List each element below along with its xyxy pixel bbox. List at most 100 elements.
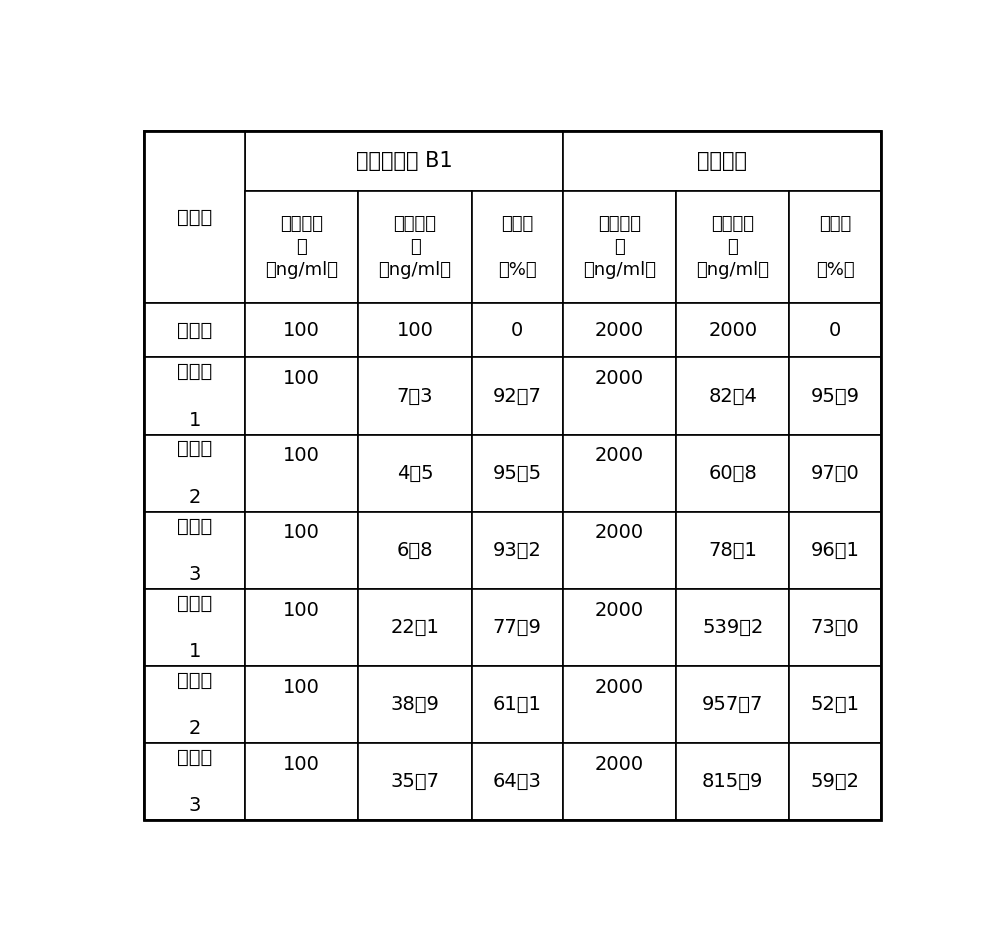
Bar — [676, 434, 789, 512]
Text: 对比例

3: 对比例 3 — [177, 748, 212, 816]
Text: 64．3: 64．3 — [493, 772, 542, 791]
Bar — [144, 303, 245, 357]
Text: 61．1: 61．1 — [493, 695, 542, 714]
Bar — [144, 666, 245, 743]
Bar — [472, 434, 563, 512]
Bar — [676, 190, 789, 303]
Text: 实施例

2: 实施例 2 — [177, 439, 212, 507]
Bar — [144, 357, 245, 434]
Text: 对照组: 对照组 — [177, 321, 212, 340]
Bar — [358, 666, 472, 743]
Text: 100: 100 — [283, 447, 320, 465]
Text: 100: 100 — [397, 321, 434, 340]
Bar — [676, 743, 789, 820]
Bar — [144, 434, 245, 512]
Bar — [358, 512, 472, 589]
Bar — [245, 303, 358, 357]
Text: 2000: 2000 — [595, 524, 644, 543]
Text: 22．1: 22．1 — [391, 618, 440, 637]
Bar — [789, 190, 881, 303]
Text: 4．5: 4．5 — [397, 463, 433, 482]
Text: 脱毒前浓
度
（ng/ml）: 脱毒前浓 度 （ng/ml） — [583, 215, 656, 279]
Text: 77．9: 77．9 — [493, 618, 542, 637]
Bar — [563, 190, 676, 303]
Text: 2000: 2000 — [595, 677, 644, 697]
Text: 100: 100 — [283, 524, 320, 543]
Bar — [676, 357, 789, 434]
Bar — [563, 589, 676, 666]
Bar — [563, 743, 676, 820]
Text: 78．1: 78．1 — [708, 541, 757, 560]
Bar — [472, 190, 563, 303]
Bar — [789, 589, 881, 666]
Text: 100: 100 — [283, 369, 320, 388]
Text: 100: 100 — [283, 755, 320, 773]
Text: 2000: 2000 — [595, 447, 644, 465]
Text: 97．0: 97．0 — [811, 463, 859, 482]
Bar — [358, 743, 472, 820]
Bar — [676, 303, 789, 357]
Bar — [472, 589, 563, 666]
Text: 实施例

3: 实施例 3 — [177, 516, 212, 584]
Bar — [676, 666, 789, 743]
Text: 2000: 2000 — [595, 601, 644, 620]
Text: 38．9: 38．9 — [391, 695, 440, 714]
Bar — [245, 666, 358, 743]
Bar — [789, 357, 881, 434]
Text: 脱毒率

（%）: 脱毒率 （%） — [816, 215, 854, 279]
Text: 2000: 2000 — [595, 755, 644, 773]
Bar — [789, 743, 881, 820]
Text: 93．2: 93．2 — [493, 541, 542, 560]
Text: 脱毒后浓
度
（ng/ml）: 脱毒后浓 度 （ng/ml） — [379, 215, 452, 279]
Text: 0: 0 — [511, 321, 523, 340]
Text: 告吐毒素: 告吐毒素 — [697, 151, 747, 171]
Text: 59．2: 59．2 — [811, 772, 860, 791]
Text: 对比例

1: 对比例 1 — [177, 593, 212, 661]
Text: 60．8: 60．8 — [708, 463, 757, 482]
Bar — [563, 434, 676, 512]
Text: 2000: 2000 — [595, 321, 644, 340]
Bar — [789, 434, 881, 512]
Text: 试验组: 试验组 — [177, 207, 212, 227]
Text: 100: 100 — [283, 677, 320, 697]
Text: 82．4: 82．4 — [708, 386, 757, 406]
Bar — [245, 512, 358, 589]
Text: 100: 100 — [283, 601, 320, 620]
Bar — [472, 357, 563, 434]
Text: 815．9: 815．9 — [702, 772, 763, 791]
Bar — [245, 190, 358, 303]
Bar — [358, 434, 472, 512]
Text: 脱毒前浓
度
（ng/ml）: 脱毒前浓 度 （ng/ml） — [265, 215, 338, 279]
Bar — [358, 357, 472, 434]
Bar — [563, 131, 881, 190]
Text: 脱毒率

（%）: 脱毒率 （%） — [498, 215, 537, 279]
Bar — [472, 743, 563, 820]
Text: 92．7: 92．7 — [493, 386, 542, 406]
Text: 539．2: 539．2 — [702, 618, 763, 637]
Bar — [358, 190, 472, 303]
Text: 2000: 2000 — [708, 321, 757, 340]
Text: 实施例

1: 实施例 1 — [177, 363, 212, 430]
Bar — [144, 131, 245, 303]
Text: 7．3: 7．3 — [397, 386, 433, 406]
Bar — [245, 357, 358, 434]
Bar — [358, 589, 472, 666]
Bar — [563, 666, 676, 743]
Text: 95．9: 95．9 — [811, 386, 860, 406]
Text: 96．1: 96．1 — [811, 541, 859, 560]
Bar — [676, 512, 789, 589]
Text: 黄曲霉毒素 B1: 黄曲霉毒素 B1 — [356, 151, 452, 171]
Text: 脱毒后浓
度
（ng/ml）: 脱毒后浓 度 （ng/ml） — [696, 215, 769, 279]
Text: 100: 100 — [283, 321, 320, 340]
Bar — [472, 303, 563, 357]
Text: 6．8: 6．8 — [397, 541, 433, 560]
Bar — [563, 357, 676, 434]
Text: 957．7: 957．7 — [702, 695, 763, 714]
Bar — [144, 743, 245, 820]
Text: 2000: 2000 — [595, 369, 644, 388]
Text: 95．5: 95．5 — [493, 463, 542, 482]
Bar — [144, 589, 245, 666]
Bar — [676, 589, 789, 666]
Bar — [472, 512, 563, 589]
Text: 35．7: 35．7 — [391, 772, 440, 791]
